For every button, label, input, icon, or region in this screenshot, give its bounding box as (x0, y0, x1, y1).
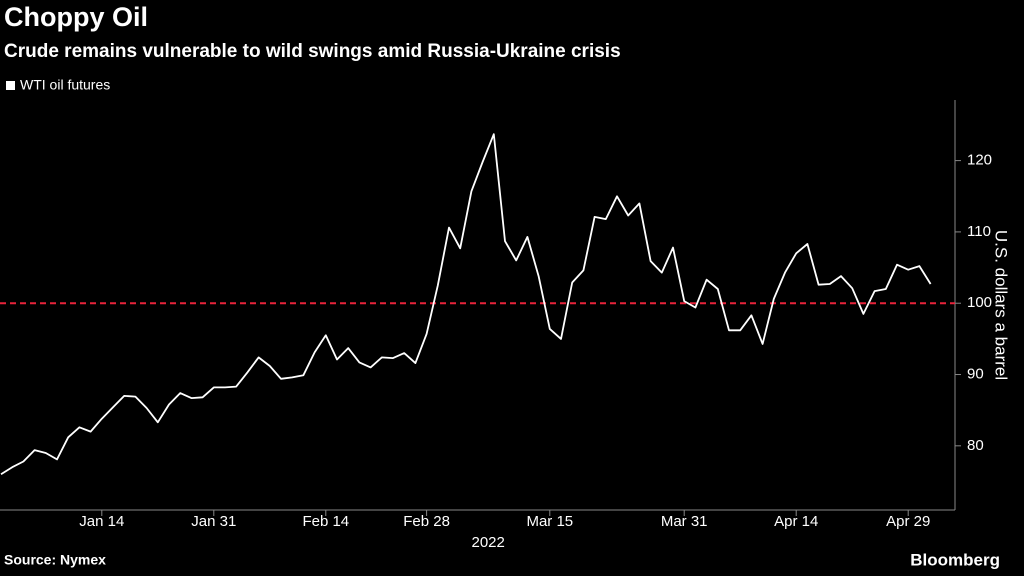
data-line (0, 133, 932, 476)
brand: Bloomberg (910, 550, 1000, 569)
y-tick-label: 90 (967, 365, 984, 382)
x-tick-label: Feb 14 (302, 513, 349, 530)
chart-title: Choppy Oil (4, 2, 148, 32)
chart-subtitle: Crude remains vulnerable to wild swings … (4, 41, 621, 62)
x-tick-label: Apr 29 (886, 513, 930, 530)
source: Source: Nymex (4, 552, 106, 568)
legend-label: WTI oil futures (20, 77, 110, 93)
x-axis-label: 2022 (472, 534, 505, 551)
x-tick-label: Feb 28 (403, 513, 450, 530)
y-tick-label: 120 (967, 152, 992, 169)
legend-swatch (6, 81, 15, 90)
x-tick-label: Mar 31 (661, 513, 708, 530)
y-tick-label: 100 (967, 294, 992, 311)
x-tick-label: Jan 14 (79, 513, 124, 530)
y-tick-label: 110 (967, 223, 991, 240)
x-tick-label: Jan 31 (191, 513, 236, 530)
x-tick-label: Mar 15 (526, 513, 573, 530)
y-tick-label: 80 (967, 437, 984, 454)
y-axis-label: U.S. dollars a barrel (992, 230, 1011, 380)
x-tick-label: Apr 14 (774, 513, 818, 530)
